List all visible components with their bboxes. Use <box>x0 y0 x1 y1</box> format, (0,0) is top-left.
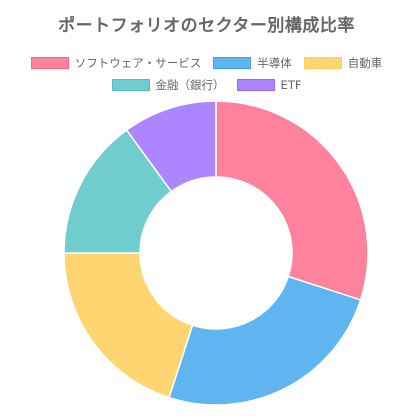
legend-swatch-etf <box>236 79 275 91</box>
legend-item-software[interactable]: ソフトウェア・サービス <box>30 55 202 71</box>
legend-label-banking: 金融（銀行） <box>155 78 225 92</box>
legend-item-semiconductor[interactable]: 半導体 <box>213 55 292 71</box>
chart-title: ポートフォリオのセクター別構成比率 <box>58 16 355 36</box>
legend-label-semiconductor: 半導体 <box>257 56 292 70</box>
legend-item-etf[interactable]: ETF <box>236 78 302 92</box>
donut-slice-automotive[interactable] <box>63 252 194 399</box>
legend-swatch-software <box>30 57 69 69</box>
donut-slice-software[interactable] <box>215 100 369 301</box>
donut-slice-etf[interactable] <box>125 100 217 193</box>
legend-label-automotive: 自動車 <box>347 56 383 70</box>
legend-swatch-banking <box>111 79 150 91</box>
legend-item-automotive[interactable]: 自動車 <box>303 55 383 71</box>
legend-row-2: 金融（銀行） ETF <box>0 74 413 96</box>
donut-slice-semiconductor[interactable] <box>168 275 362 406</box>
legend-row-1: ソフトウェア・サービス 半導体 自動車 <box>0 52 413 74</box>
legend-swatch-semiconductor <box>213 57 252 69</box>
chart-legend: ソフトウェア・サービス 半導体 自動車 金融（銀行） ETF <box>0 52 413 96</box>
legend-label-software: ソフトウェア・サービス <box>74 56 202 70</box>
legend-item-banking[interactable]: 金融（銀行） <box>111 77 225 93</box>
legend-label-etf: ETF <box>280 78 302 92</box>
legend-swatch-automotive <box>303 57 342 69</box>
